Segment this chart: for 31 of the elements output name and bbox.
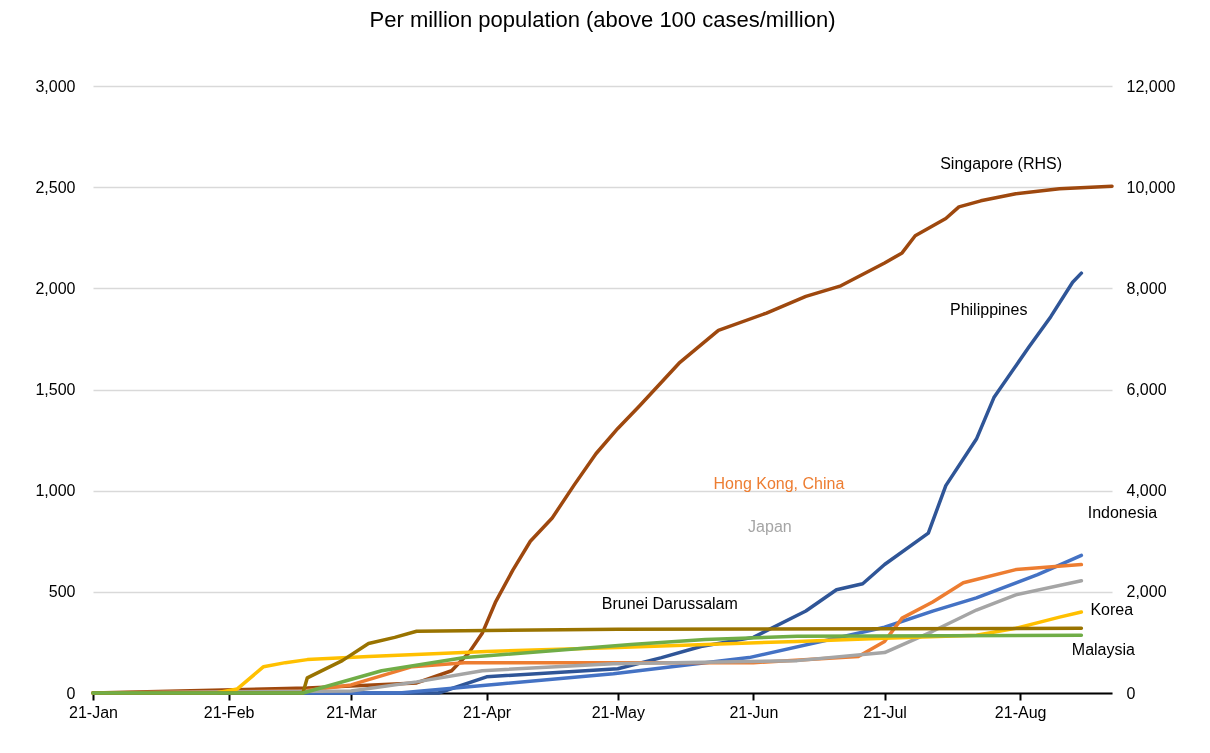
y2-tick-label: 8,000 <box>1126 279 1167 297</box>
text: Japan <box>748 518 792 536</box>
y2-tick-label: 10,000 <box>1126 178 1176 196</box>
x-tick-label: 21-Apr <box>463 703 512 721</box>
series-label: Singapore (RHS) <box>940 155 1062 173</box>
x-tick-label: 21-Jun <box>729 703 779 721</box>
series-label: Malaysia <box>1071 641 1136 659</box>
y-tick-label: 2,500 <box>35 178 76 196</box>
y-tick-label: 0 <box>66 684 76 702</box>
y-tick-label: 3,000 <box>35 77 76 95</box>
y2-tick-label: 4,000 <box>1126 482 1167 500</box>
y-tick-label: 2,000 <box>35 279 76 297</box>
x-tick-label: 21-Feb <box>203 703 255 721</box>
y2-tick-label: 0 <box>1126 684 1136 702</box>
x-tick-label: 21-Jul <box>863 703 907 721</box>
y2-tick-label: 12,000 <box>1126 77 1176 95</box>
series-label: Brunei Darussalam <box>601 595 738 613</box>
series-label: Philippines <box>950 301 1028 319</box>
y-tick-label: 1,500 <box>35 381 76 398</box>
y2-tick-label: 6,000 <box>1126 381 1167 398</box>
series-label: Korea <box>1090 601 1134 619</box>
text: Hong Kong, China <box>713 474 845 492</box>
x-tick-label: 21-Jan <box>69 703 118 721</box>
chart-title: Per million population (above 100 cases/million) <box>369 7 836 32</box>
text: Indonesia <box>1087 504 1158 522</box>
y-tick-label: 1,000 <box>35 482 76 500</box>
x-tick-label: 21-Mar <box>326 703 378 721</box>
y-tick-label: 500 <box>48 583 76 601</box>
x-tick-label: 21-Aug <box>994 703 1047 721</box>
y2-tick-label: 2,000 <box>1126 583 1167 601</box>
x-tick-label: 21-May <box>591 703 645 721</box>
